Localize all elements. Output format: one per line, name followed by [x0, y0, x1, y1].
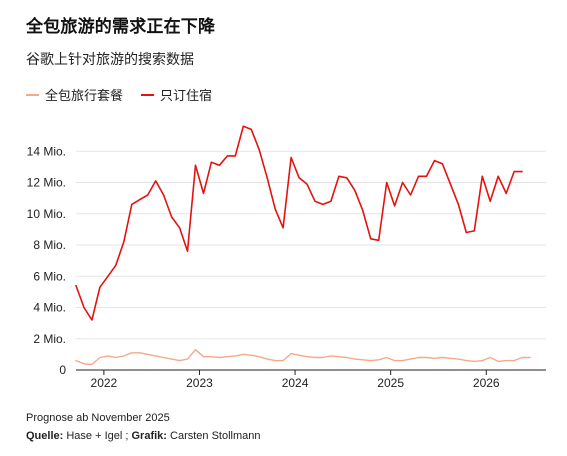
y-tick-label-0: 0: [59, 363, 66, 377]
legend: 全包旅行套餐 只订住宿: [26, 85, 230, 104]
legend-swatch-booking: [141, 93, 155, 96]
x-tick-label-1: 2023: [186, 376, 213, 390]
graphic-value: Carsten Stollmann: [170, 430, 261, 442]
legend-label-booking: 只订住宿: [160, 89, 213, 104]
y-tick-label-4: 8 Mio.: [33, 238, 66, 252]
y-tick-label-7: 14 Mio.: [27, 144, 66, 158]
x-tick-label-2: 2024: [282, 376, 309, 390]
series-line-package: [75, 349, 531, 366]
graphic-label: Grafik:: [131, 430, 167, 442]
footnote: Prognose ab November 2025: [26, 412, 170, 424]
y-tick-label-3: 6 Mio.: [33, 269, 66, 283]
x-tick-label-4: 2026: [473, 376, 500, 390]
y-tick-label-5: 10 Mio.: [27, 207, 66, 221]
series-line-booking: [75, 125, 523, 321]
credits: Quelle: Hase + Igel ; Grafik: Carsten St…: [26, 430, 261, 442]
chart-subtitle: 谷歌上针对旅游的搜索数据: [26, 52, 194, 68]
x-tick-label-0: 2022: [91, 376, 118, 390]
y-tick-label-2: 4 Mio.: [33, 301, 66, 315]
credits-separator: ;: [122, 430, 132, 442]
y-tick-label-1: 2 Mio.: [33, 332, 66, 346]
x-tick-label-3: 2025: [377, 376, 404, 390]
source-label: Quelle:: [26, 430, 64, 442]
legend-item-booking: 只订住宿: [141, 85, 212, 104]
chart-title: 全包旅游的需求正在下降: [26, 17, 216, 37]
source-value: Hase + Igel: [66, 430, 123, 442]
legend-swatch-package: [26, 93, 39, 96]
legend-label-package: 全包旅行套餐: [45, 89, 124, 104]
legend-item-package: 全包旅行套餐: [26, 85, 123, 104]
y-tick-label-6: 12 Mio.: [27, 176, 66, 190]
